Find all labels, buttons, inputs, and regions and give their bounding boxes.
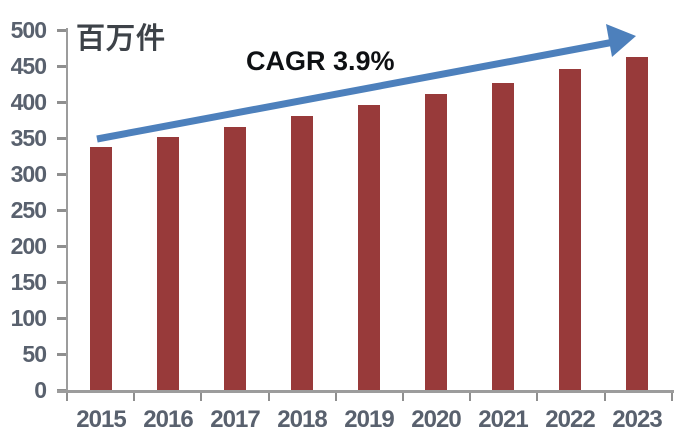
bar-2017 bbox=[224, 127, 246, 390]
y-axis-label: 400 bbox=[10, 89, 47, 115]
bar-2019 bbox=[358, 104, 380, 390]
x-axis-label-2023: 2023 bbox=[612, 406, 662, 433]
bar-2020 bbox=[425, 94, 447, 390]
y-axis-label: 100 bbox=[10, 305, 47, 331]
x-axis-line bbox=[57, 390, 674, 393]
x-axis-label-2017: 2017 bbox=[210, 406, 260, 433]
bar-2023 bbox=[626, 57, 648, 390]
y-axis-line bbox=[66, 28, 68, 392]
x-axis-label-2016: 2016 bbox=[143, 406, 193, 433]
y-axis-tick bbox=[57, 65, 67, 68]
cagr-annotation: CAGR 3.9% bbox=[246, 46, 395, 76]
y-axis-label: 150 bbox=[10, 269, 47, 295]
y-axis-tick bbox=[57, 137, 67, 140]
x-axis-tick bbox=[469, 393, 472, 401]
bar-2022 bbox=[559, 68, 581, 390]
y-axis-tick bbox=[57, 353, 67, 356]
x-axis-tick bbox=[267, 393, 270, 401]
bar-2015 bbox=[90, 146, 112, 390]
x-axis-tick bbox=[200, 393, 203, 401]
y-axis-label: 250 bbox=[10, 197, 47, 223]
x-axis-tick bbox=[66, 393, 68, 401]
y-axis-tick bbox=[57, 173, 67, 176]
x-axis-label-2019: 2019 bbox=[344, 406, 394, 433]
y-axis-label: 0 bbox=[34, 377, 47, 403]
x-axis-tick bbox=[334, 393, 337, 401]
x-axis-label-2015: 2015 bbox=[76, 406, 126, 433]
y-axis-tick bbox=[57, 245, 67, 248]
y-axis-tick bbox=[57, 29, 67, 32]
x-axis-label-2018: 2018 bbox=[277, 406, 327, 433]
x-axis-label-2020: 2020 bbox=[411, 406, 461, 433]
y-axis-label: 50 bbox=[22, 341, 47, 367]
y-axis-label: 300 bbox=[10, 161, 47, 187]
x-axis-label-2021: 2021 bbox=[478, 406, 528, 433]
bar-2021 bbox=[492, 82, 514, 390]
x-axis-tick bbox=[402, 393, 404, 401]
x-axis-label-2022: 2022 bbox=[545, 406, 595, 433]
y-axis-tick bbox=[57, 281, 67, 284]
x-axis-tick bbox=[536, 393, 539, 401]
x-axis-tick bbox=[670, 393, 673, 401]
bar-2016 bbox=[157, 136, 179, 390]
y-axis-label: 500 bbox=[10, 17, 47, 43]
unit-label: 百万件 bbox=[76, 23, 167, 55]
y-axis-label: 200 bbox=[10, 233, 47, 259]
y-axis-tick bbox=[57, 317, 67, 320]
y-axis-tick bbox=[57, 209, 67, 212]
y-axis-label: 350 bbox=[10, 125, 47, 151]
x-axis-tick bbox=[133, 393, 136, 401]
y-axis-tick bbox=[57, 101, 67, 104]
x-axis-tick bbox=[603, 393, 606, 401]
y-axis-label: 450 bbox=[10, 53, 47, 79]
bar-2018 bbox=[291, 116, 313, 390]
